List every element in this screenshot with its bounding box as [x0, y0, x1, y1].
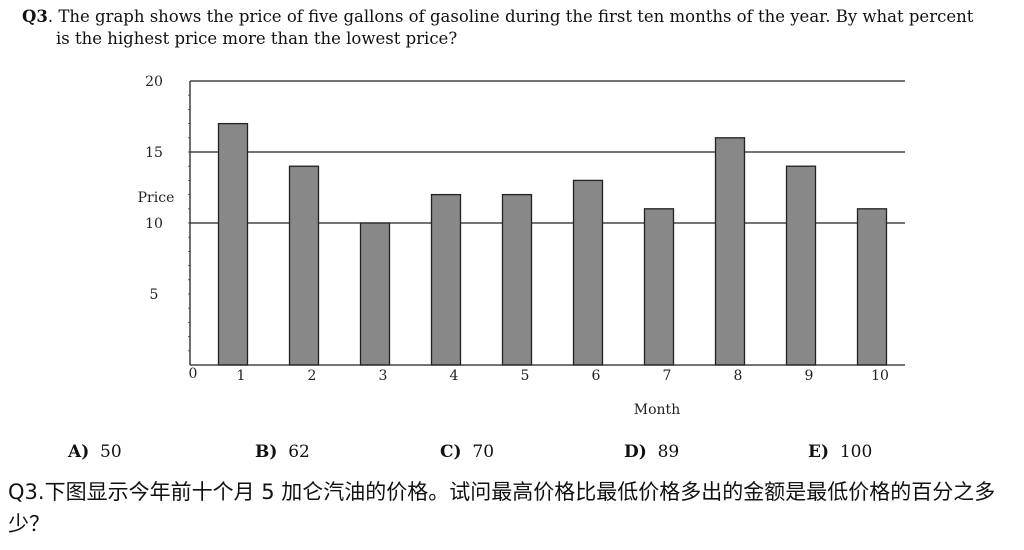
option-c[interactable]: C) 70	[440, 442, 495, 462]
option-a[interactable]: A) 50	[68, 442, 122, 462]
answer-options: A) 50 B) 62 C) 70 D) 89 E) 100	[0, 442, 1024, 470]
bar-chart: 5 10 15 20 1 2 3 4 5 6 7 8 9 10 0 Price Month	[138, 74, 905, 418]
bars	[217, 122, 888, 366]
x-tick-label-2: 2	[308, 368, 317, 384]
bar-month-6	[572, 179, 604, 366]
option-b[interactable]: B) 62	[255, 442, 310, 462]
x-axis-label: Month	[634, 402, 680, 418]
y-axis-label: Price	[138, 190, 175, 206]
question-text-chinese: Q3.下图显示今年前十个月 5 加仑汽油的价格。试问最高价格比最低价格多出的金额…	[8, 480, 996, 536]
y-tick-label-15: 15	[145, 145, 163, 161]
y-tick-label-5: 5	[150, 287, 159, 303]
x-tick-label-10: 10	[871, 368, 889, 384]
x-tick-labels: 1 2 3 4 5 6 7 8 9 10	[237, 368, 889, 384]
question-number: Q3	[22, 7, 48, 26]
x-tick-label-9: 9	[805, 368, 814, 384]
bar-month-8	[714, 137, 746, 366]
bar-month-10	[856, 208, 888, 366]
x-tick-label-5: 5	[521, 368, 530, 384]
x-tick-label-4: 4	[450, 368, 459, 384]
bar-month-5	[501, 193, 533, 366]
question-line-1: . The graph shows the price of five gall…	[47, 7, 974, 26]
y-tick-label-10: 10	[145, 216, 163, 232]
option-e[interactable]: E) 100	[808, 442, 873, 462]
question-text: Q3. The graph shows the price of five ga…	[22, 6, 1002, 50]
x-tick-label-1: 1	[237, 368, 246, 384]
bar-month-3	[359, 222, 391, 366]
bar-month-7	[643, 208, 675, 366]
y-tick-label-20: 20	[145, 74, 163, 90]
option-d[interactable]: D) 89	[624, 442, 680, 462]
bar-month-2	[288, 165, 320, 366]
question-line-2: is the highest price more than the lowes…	[56, 29, 458, 48]
x-tick-label-7: 7	[663, 368, 672, 384]
bar-month-4	[430, 193, 462, 366]
bar-month-1	[217, 122, 249, 366]
y-tick-labels: 5 10 15 20	[145, 74, 163, 303]
x-tick-label-8: 8	[734, 368, 743, 384]
x-origin-label: 0	[189, 366, 198, 382]
x-tick-label-6: 6	[592, 368, 601, 384]
bar-month-9	[785, 165, 817, 366]
x-tick-label-3: 3	[379, 368, 388, 384]
